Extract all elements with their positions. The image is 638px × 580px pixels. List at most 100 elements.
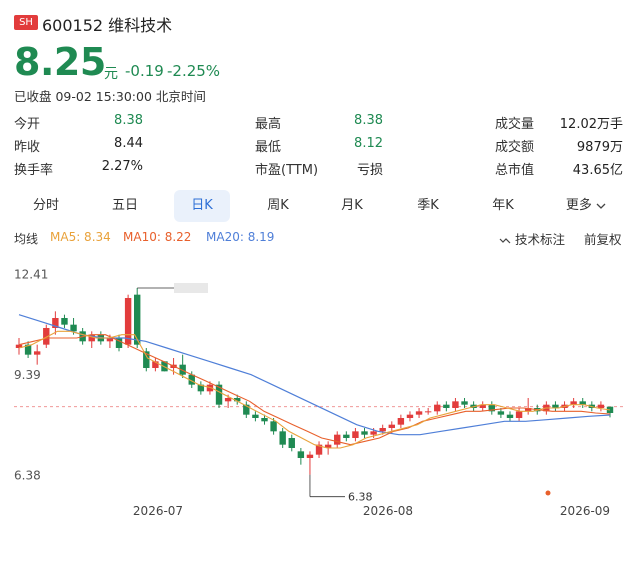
chevron-down-icon [596, 203, 606, 209]
tab-more[interactable]: 更多 [556, 190, 616, 222]
market-status: 已收盘 09-02 15:30:00 北京时间 [14, 89, 206, 104]
candle [179, 354, 186, 378]
candle [443, 401, 450, 412]
stat-value-amount: 9879万 [576, 140, 623, 155]
candle [279, 428, 286, 448]
candle-body [306, 454, 314, 458]
candle-body [124, 298, 132, 345]
stat-label-volume: 成交量 [495, 117, 535, 132]
candle-body [61, 318, 68, 325]
candle-body [379, 428, 386, 432]
candle-body [270, 421, 277, 432]
tab-quarterly-k[interactable]: 季K [417, 198, 439, 213]
stat-label-open: 今开 [14, 117, 41, 132]
candle-body [424, 411, 432, 413]
candle-body [524, 408, 532, 412]
tab-monthly-k[interactable]: 月K [341, 198, 363, 213]
candle-body [43, 328, 50, 345]
candle [143, 348, 150, 372]
event-marker-dot[interactable] [545, 490, 551, 496]
candle-body [243, 404, 250, 415]
current-price: 8.25 [14, 40, 106, 84]
candle [361, 428, 368, 438]
candle-body [579, 401, 586, 405]
candle [306, 451, 314, 475]
market-badge: SH [14, 15, 38, 30]
price-change: -0.19 [125, 62, 164, 80]
candle [452, 398, 459, 412]
candle-body [479, 404, 486, 408]
candle [24, 341, 32, 358]
x-tick-jul: 2026-07 [133, 504, 183, 518]
y-tick-mid: 9.39 [14, 368, 41, 382]
candle [388, 421, 395, 432]
stat-label-market-cap: 总市值 [495, 163, 535, 178]
stat-value-low: 8.12 [354, 136, 383, 151]
tab-daily-k[interactable]: 日K [174, 190, 230, 222]
stat-value-turnover: 2.27% [101, 159, 143, 174]
candle [479, 401, 486, 412]
candle [270, 418, 277, 435]
candle [288, 434, 295, 452]
candle-body [597, 404, 605, 408]
stock-name: 维科技术 [108, 16, 173, 35]
candle [579, 398, 586, 408]
candle [379, 424, 386, 435]
candle-body [452, 401, 459, 408]
candle [597, 401, 605, 412]
tab-intraday[interactable]: 分时 [32, 198, 59, 213]
period-tabs: 分时 五日 日K 周K 月K 季K 年K 更多 [0, 190, 638, 224]
price-adjust-button[interactable]: 前复权 [584, 232, 622, 247]
candle [434, 401, 441, 415]
candle [43, 324, 50, 348]
candle-body [152, 361, 159, 368]
candle-body [461, 401, 468, 405]
candle [215, 381, 223, 408]
candle-body [115, 338, 123, 348]
chart-indicator-icon [499, 237, 511, 243]
stat-value-high: 8.38 [354, 113, 383, 128]
tab-weekly-k[interactable]: 周K [267, 198, 289, 213]
candle-body [70, 324, 77, 332]
candle-body [388, 424, 395, 428]
x-tick-aug: 2026-08 [363, 504, 413, 518]
candle-body [288, 438, 295, 448]
stat-value-volume: 12.02万手 [559, 117, 623, 132]
candle-body [361, 431, 368, 435]
candle [461, 398, 468, 408]
ma-legend-title: 均线 [14, 232, 39, 246]
candle [334, 431, 341, 448]
candle-body [415, 411, 423, 415]
technical-annotation-label: 技术标注 [514, 232, 565, 247]
candle-body [33, 351, 41, 355]
candle-body [234, 398, 241, 402]
candle-body [324, 444, 332, 448]
tab-five-day[interactable]: 五日 [111, 198, 138, 213]
stat-label-high: 最高 [255, 117, 282, 132]
candle [124, 294, 132, 348]
candle-body [24, 344, 32, 355]
candle [33, 344, 41, 365]
candle [152, 358, 159, 372]
candle [115, 334, 123, 352]
technical-annotation-button[interactable]: 技术标注 [499, 229, 565, 248]
candle-body [397, 418, 405, 425]
ma20-line [18, 314, 611, 436]
candle [315, 441, 323, 458]
candle [52, 311, 59, 335]
candle [88, 331, 95, 348]
candle-body [370, 431, 377, 435]
stock-code: 600152 [42, 16, 104, 35]
candle-body [15, 344, 23, 348]
y-tick-bottom: 6.38 [14, 468, 41, 482]
candle [297, 448, 305, 465]
price-change-pct: -2.25% [167, 62, 221, 80]
candle-body [315, 444, 323, 455]
candle-body [443, 404, 450, 408]
y-tick-top: 12.41 [14, 267, 48, 281]
candlestick-chart[interactable]: 12.41 9.39 6.38 2026-07 2026-08 2026-09 … [0, 250, 638, 550]
stat-value-pe: 亏损 [356, 163, 383, 178]
candle [415, 408, 423, 418]
tab-yearly-k[interactable]: 年K [492, 198, 514, 213]
stat-value-market-cap: 43.65亿 [572, 163, 623, 178]
